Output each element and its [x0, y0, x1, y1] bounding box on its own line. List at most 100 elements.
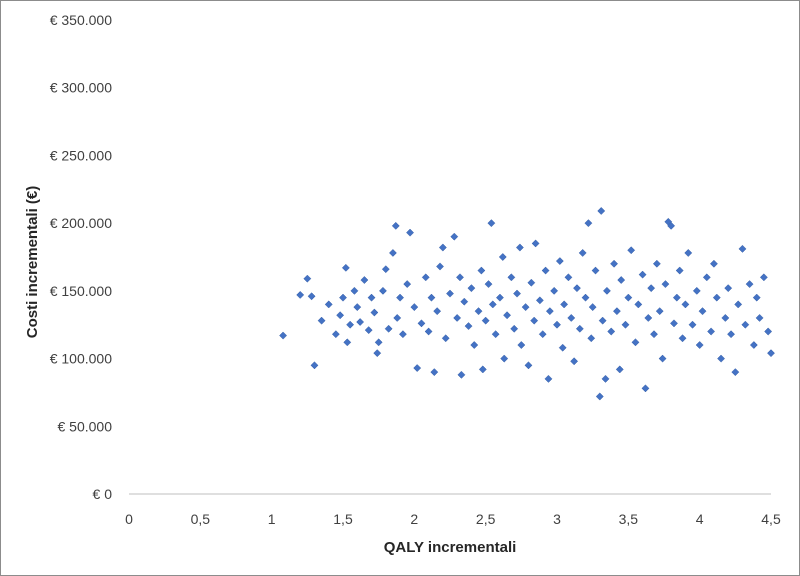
x-axis-ticks: 0 0,5 1 1,5 2 2,5 3 3,5 4 4,5 [125, 511, 781, 527]
scatter-point [678, 334, 687, 343]
scatter-point [658, 354, 667, 363]
scatter-point [587, 334, 596, 343]
scatter-point [370, 308, 379, 317]
scatter-point [767, 349, 775, 358]
x-tick-label: 2,5 [476, 511, 496, 527]
scatter-point [391, 221, 400, 230]
scatter-point [647, 284, 656, 293]
scatter-point [692, 286, 701, 295]
scatter-point [595, 392, 604, 401]
scatter-point [346, 320, 355, 329]
scatter-point [343, 338, 352, 347]
scatter-point [727, 330, 736, 339]
scatter-point [560, 300, 569, 309]
scatter-point [655, 307, 664, 316]
scatter-point [615, 365, 624, 374]
scatter-point [610, 259, 619, 268]
scatter-point [430, 368, 439, 377]
x-tick-label: 0 [125, 511, 133, 527]
scatter-point [675, 266, 684, 275]
scatter-point [470, 341, 479, 349]
scatter-point [410, 303, 419, 312]
scatter-point [672, 293, 681, 302]
scatter-point [688, 320, 697, 329]
scatter-point [510, 324, 519, 333]
scatter-point [724, 284, 733, 293]
scatter-point [598, 316, 607, 325]
scatter-point [450, 232, 459, 241]
scatter-point [424, 327, 433, 336]
scatter-point [388, 248, 397, 257]
scatter-point [446, 289, 454, 298]
scatter-point [427, 293, 436, 302]
scatter-point [339, 293, 347, 302]
scatter-point [498, 253, 507, 261]
y-tick-label: € 300.000 [50, 80, 112, 96]
scatter-point [524, 361, 533, 370]
x-tick-label: 1,5 [333, 511, 353, 527]
x-tick-label: 3 [553, 511, 561, 527]
scatter-point [755, 313, 764, 322]
scatter-point [341, 263, 350, 272]
scatter-point [752, 293, 761, 302]
scatter-point [406, 228, 415, 237]
y-tick-label: € 150.000 [50, 283, 112, 299]
x-tick-label: 4 [696, 511, 704, 527]
scatter-point [721, 313, 730, 322]
scatter-point [521, 303, 530, 312]
scatter-point [527, 278, 536, 287]
scatter-point [624, 293, 633, 302]
data-points [279, 207, 775, 401]
scatter-point [670, 319, 678, 328]
scatter-point [500, 354, 509, 363]
scatter-point [541, 266, 550, 275]
scatter-point [307, 292, 316, 301]
x-tick-label: 1 [268, 511, 276, 527]
scatter-point [513, 289, 522, 298]
scatter-point [553, 320, 561, 329]
scatter-point [356, 318, 365, 326]
scatter-point [478, 365, 487, 374]
scatter-point [681, 300, 690, 309]
scatter-point [684, 248, 693, 257]
scatter-point [364, 326, 373, 335]
scatter-point [588, 303, 597, 312]
y-axis-ticks: € 0 € 50.000 € 100.000 € 150.000 € 200.000 € … [50, 12, 113, 502]
scatter-point [530, 316, 539, 325]
scatter-point [764, 327, 773, 336]
scatter-point [279, 331, 288, 340]
scatter-point [381, 265, 390, 274]
scatter-point [597, 207, 606, 215]
scatter-point [617, 276, 626, 284]
scatter-point [464, 322, 473, 331]
scatter-point [531, 239, 540, 248]
scatter-point [350, 286, 359, 295]
scatter-point [749, 341, 758, 349]
scatter-point [584, 219, 593, 228]
x-tick-label: 4,5 [761, 511, 781, 527]
scatter-point [336, 311, 345, 320]
scatter-point [481, 316, 490, 325]
scatter-point [488, 300, 497, 309]
scatter-point [503, 311, 512, 320]
scatter-point [373, 349, 382, 358]
scatter-point [601, 374, 610, 383]
scatter-point [507, 273, 516, 282]
scatter-point [759, 273, 768, 282]
scatter-point [413, 364, 422, 373]
scatter-point [517, 341, 526, 349]
scatter-point [495, 293, 504, 302]
scatter-point [457, 370, 466, 379]
y-tick-label: € 250.000 [50, 147, 112, 163]
scatter-point [417, 319, 426, 328]
x-tick-label: 3,5 [619, 511, 639, 527]
scatter-point [745, 280, 754, 289]
x-axis-title: QALY incrementali [384, 539, 517, 556]
scatter-point [421, 273, 430, 282]
scatter-point [353, 303, 362, 312]
scatter-point [467, 284, 476, 293]
scatter-point [393, 313, 402, 322]
scatter-point [641, 384, 650, 393]
scatter-point [731, 368, 740, 377]
